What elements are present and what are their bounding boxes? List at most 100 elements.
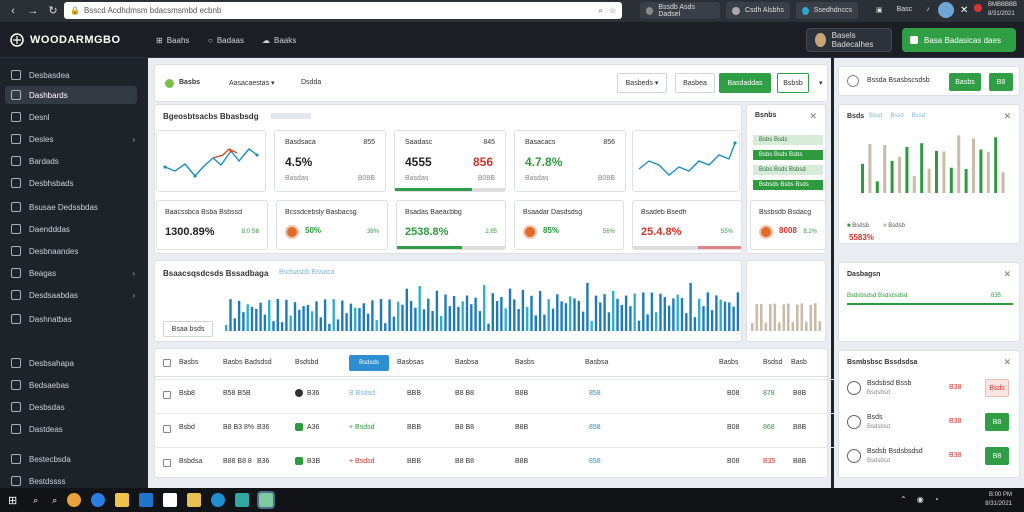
person-action-button[interactable]: B8 [985,447,1009,465]
panel-row[interactable]: Bsbs Bsds [753,135,823,145]
close-icon[interactable]: ✕ [1003,357,1011,367]
sheets-icon[interactable] [257,491,276,509]
stat-card[interactable]: Basacacs 856 4.7.8% Basdas B08B [514,130,626,192]
chevron-down-icon[interactable]: ▾ [819,80,823,87]
toolbar-green-button[interactable]: Basdaddas [719,73,771,93]
person-row[interactable]: Bsdsb Bsdsbsdsd Bsdsbsd B38 B8 [839,443,1019,473]
metric-card[interactable]: Bcssdcebsly Basbacsg 50% 38% [276,200,388,250]
app-logo[interactable]: WOODARMGBO [10,33,121,47]
person-action-button[interactable]: B8 [985,413,1009,431]
nav-item[interactable]: ☁ Baaks [262,36,296,45]
sidebar-item[interactable]: Dastdeas [5,420,137,438]
sidebar-item[interactable]: Bestdssss [5,472,137,490]
store-icon[interactable] [139,493,154,507]
metric-card[interactable]: Bsaadar Dasdsdsg 85% 56% [514,200,624,250]
forward-icon[interactable]: → [27,5,39,17]
extension-icon[interactable]: ✕ [960,5,969,16]
table-row[interactable]: Bsbd B8 B3 8% B36 A36 + Bsdsd BBB B8 B8 B8B 858 B… [155,413,835,443]
filter-select[interactable]: Basbeds ▾ [617,73,667,93]
table-header-cell[interactable]: Basbsa [585,359,609,366]
table-header-cell[interactable]: Basbs [719,359,739,366]
right-top-button[interactable]: Basbs [949,73,981,91]
stat-card[interactable]: Basdsaca 855 4.5% Basdas B08B [274,130,386,192]
metric-card[interactable]: Bssbsdb Bsdacg 8008 8.2% [750,200,826,250]
stat-card[interactable]: Saadasc 845 4555 856 Basdas B08B [394,130,506,192]
sidebar-item[interactable]: Desbasdea [5,66,137,84]
reload-icon[interactable]: ↻ [48,5,58,17]
browser-tab[interactable]: Csdh Alsbhs [726,2,790,19]
sidebar-item[interactable]: Bardads [5,152,137,170]
sidebar-item[interactable]: Bsusae Dedssbdas [5,198,137,216]
bell-icon[interactable]: ♪ [926,6,930,13]
panel-row[interactable]: Bsbs Bsds Bsbs [753,150,823,160]
table-header-active[interactable]: Bsdsds [349,355,389,371]
app-icon[interactable] [211,493,226,507]
table-header-cell[interactable]: Basbs [515,359,535,366]
browser-tab[interactable]: Bssdb Asds Dadsel [640,2,720,19]
table-header-cell[interactable]: Bsdsbd [295,359,319,366]
browser-tab[interactable]: Ssedhdnccs [796,2,858,19]
search-icon[interactable]: ⌕ [52,494,58,505]
person-action-button[interactable]: Bsds [985,379,1009,397]
start-icon[interactable]: ⊞ [8,494,18,507]
table-header-cell[interactable]: Basbsa [455,359,479,366]
files-icon[interactable] [187,493,202,507]
person-row[interactable]: Bsdsbsd Bssb Bsdsbsd B38 Bsds [839,375,1019,405]
close-icon[interactable]: ✕ [1003,269,1011,279]
range-select[interactable]: Bsaa bsds [163,321,213,337]
sidebar-item[interactable]: Daendddas [5,220,137,238]
row-checkbox[interactable] [163,425,171,433]
search-icon[interactable]: ⌕ [598,5,603,15]
edge-icon[interactable] [91,493,106,507]
user-menu-button[interactable]: Basels Badecalhes [806,28,892,52]
back-icon[interactable]: ‹ [11,5,15,17]
row-checkbox[interactable] [163,459,171,467]
app-icon[interactable] [235,493,250,507]
menu-icon[interactable]: ▣ [876,7,883,14]
chart-tab[interactable]: Bssd [911,113,926,119]
table-header-cell[interactable]: Basbsas [397,359,424,366]
sidebar-item[interactable]: Bedsaebas [5,376,137,394]
sidebar-item[interactable]: Dashbards [5,86,137,104]
metric-card[interactable]: Baacssbca Bsba Bsbssd 1300.89% 8.0 S8 [156,200,268,250]
table-header-cell[interactable]: Bsdsd [763,359,783,366]
sidebar-item[interactable]: Desbsahapa [5,354,137,372]
avatar[interactable] [938,2,954,18]
toolbar-dropdown[interactable]: Aasacaestas ▾ [229,80,275,87]
sidebar-item[interactable]: Beagas › [5,264,137,282]
table-row[interactable]: Bsb8 B58 B5B B36 B Bsdsd BBB B8 B8 B8B 858 B08 87… [155,379,835,409]
chart-tab[interactable]: Bssd [869,113,883,119]
select-all-checkbox[interactable] [163,359,171,367]
metric-card[interactable]: Bsadas Baeacbbg 2538.8% 2.85 [396,200,506,250]
panel-row[interactable]: Bsbs Bsds Bsbsd [753,165,823,175]
person-row[interactable]: Bsds Bsdsbsd B38 B8 [839,409,1019,439]
calculator-icon[interactable] [163,493,178,507]
right-top-button[interactable]: B8 [989,73,1013,91]
folder-icon[interactable] [115,493,130,507]
panel-row[interactable]: Bsbsds Bsbs Bsds [753,180,823,190]
row-checkbox[interactable] [163,391,171,399]
sidebar-item[interactable]: Desnl [5,108,137,126]
close-icon[interactable]: ✕ [1003,111,1011,121]
primary-action-button[interactable]: Basa Badasicas daes [902,28,1016,52]
sidebar-item[interactable]: Desbhsbads [5,174,137,192]
table-header-cell[interactable]: Basb [791,359,807,366]
sidebar-item[interactable]: Desdsaabdas › [5,286,137,304]
wifi-icon[interactable]: ◔ [933,495,939,504]
sidebar-item[interactable]: Desbnaandes [5,242,137,260]
nav-item[interactable]: ⊞ Baahs [156,36,189,45]
chart-tab[interactable]: Bssd [890,113,904,119]
table-header-cell[interactable]: Basbs [179,359,199,366]
chrome-icon[interactable] [67,493,82,507]
toolbar-button[interactable]: Bsbsb [777,73,809,93]
metric-card[interactable]: Bsadeb Bsedh 25.4.8% S5% [632,200,742,250]
address-bar[interactable]: 🔒 Bsscd Acdhdmsm bdacsmsmbd ecbnb ⌕ ☆ [64,2,622,19]
chevron-up-icon[interactable]: ⌃ [900,495,907,504]
sidebar-item[interactable]: Bestecbsda [5,450,137,468]
nav-item[interactable]: ○ Badaas [208,36,244,45]
volume-icon[interactable]: ◉ [916,495,924,504]
sidebar-item[interactable]: Desles › [5,130,137,148]
table-row[interactable]: Bsbdsa B88 B8 8 B36 B3B + Bsdsd BBB B8 B8 B8B 85… [155,447,835,477]
close-icon[interactable]: ✕ [809,111,817,121]
table-header-cell[interactable]: Basbs Badsdsd [223,359,272,366]
